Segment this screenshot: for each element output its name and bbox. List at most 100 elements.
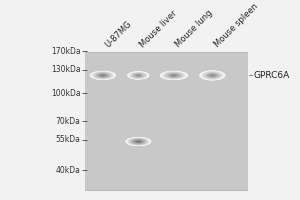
Ellipse shape	[169, 74, 178, 77]
Ellipse shape	[161, 71, 187, 80]
Ellipse shape	[166, 73, 182, 78]
Ellipse shape	[132, 73, 145, 78]
Text: 40kDa: 40kDa	[56, 166, 81, 175]
Ellipse shape	[93, 72, 112, 79]
Text: U-87MG: U-87MG	[103, 19, 133, 49]
Ellipse shape	[202, 71, 223, 80]
Ellipse shape	[128, 138, 148, 145]
Ellipse shape	[131, 73, 146, 78]
Ellipse shape	[134, 140, 143, 143]
Ellipse shape	[202, 72, 222, 79]
Ellipse shape	[200, 71, 224, 80]
Ellipse shape	[168, 73, 180, 77]
Ellipse shape	[128, 72, 149, 79]
Ellipse shape	[136, 141, 140, 142]
Ellipse shape	[206, 73, 219, 78]
Ellipse shape	[206, 73, 219, 78]
Text: GPRC6A: GPRC6A	[254, 71, 290, 80]
Ellipse shape	[162, 71, 186, 79]
Ellipse shape	[170, 74, 178, 77]
Ellipse shape	[132, 139, 145, 144]
Ellipse shape	[134, 140, 143, 143]
Ellipse shape	[163, 72, 185, 79]
Ellipse shape	[99, 74, 106, 77]
Ellipse shape	[126, 137, 151, 146]
Ellipse shape	[130, 138, 147, 145]
Ellipse shape	[96, 73, 110, 78]
Ellipse shape	[166, 73, 182, 78]
Ellipse shape	[131, 139, 146, 144]
Ellipse shape	[160, 71, 188, 80]
Ellipse shape	[94, 73, 111, 78]
Ellipse shape	[211, 75, 214, 76]
Ellipse shape	[203, 72, 222, 79]
Ellipse shape	[130, 72, 147, 79]
Ellipse shape	[201, 71, 224, 80]
Ellipse shape	[160, 71, 188, 80]
Ellipse shape	[95, 73, 110, 78]
Text: Mouse liver: Mouse liver	[138, 9, 179, 49]
Bar	[85, 52, 248, 191]
Ellipse shape	[173, 75, 175, 76]
Ellipse shape	[207, 73, 218, 78]
Ellipse shape	[134, 74, 143, 77]
Ellipse shape	[172, 75, 176, 76]
Ellipse shape	[136, 75, 141, 76]
Ellipse shape	[161, 71, 187, 80]
Ellipse shape	[94, 72, 112, 78]
Ellipse shape	[138, 141, 139, 142]
Ellipse shape	[129, 72, 148, 79]
Ellipse shape	[167, 73, 182, 78]
Ellipse shape	[128, 71, 149, 79]
Text: 100kDa: 100kDa	[51, 89, 81, 98]
Ellipse shape	[131, 73, 146, 78]
Ellipse shape	[164, 72, 184, 79]
Ellipse shape	[200, 70, 225, 80]
Ellipse shape	[92, 72, 114, 79]
Ellipse shape	[201, 71, 224, 80]
Ellipse shape	[128, 138, 149, 145]
Ellipse shape	[164, 72, 183, 78]
Ellipse shape	[94, 72, 112, 79]
Ellipse shape	[90, 71, 116, 80]
Ellipse shape	[101, 75, 105, 76]
Ellipse shape	[133, 73, 143, 77]
Ellipse shape	[133, 140, 144, 143]
Ellipse shape	[91, 71, 115, 80]
Ellipse shape	[98, 74, 108, 77]
Ellipse shape	[170, 74, 178, 77]
Ellipse shape	[173, 75, 174, 76]
Ellipse shape	[130, 139, 147, 144]
Ellipse shape	[207, 73, 218, 77]
Ellipse shape	[98, 74, 107, 77]
Ellipse shape	[165, 73, 183, 78]
Ellipse shape	[130, 72, 146, 78]
Text: 70kDa: 70kDa	[56, 117, 81, 126]
Ellipse shape	[208, 74, 217, 77]
Text: Mouse lung: Mouse lung	[174, 9, 214, 49]
Ellipse shape	[212, 75, 213, 76]
Ellipse shape	[167, 73, 181, 78]
Ellipse shape	[137, 141, 140, 142]
Ellipse shape	[209, 74, 216, 77]
Ellipse shape	[133, 73, 144, 78]
Ellipse shape	[132, 73, 144, 78]
Ellipse shape	[206, 73, 218, 78]
Bar	[85, 52, 248, 53]
Ellipse shape	[169, 74, 179, 77]
Ellipse shape	[132, 139, 144, 144]
Ellipse shape	[212, 75, 213, 76]
Ellipse shape	[129, 138, 148, 145]
Text: Mouse spleen: Mouse spleen	[212, 2, 260, 49]
Ellipse shape	[208, 74, 216, 77]
Ellipse shape	[163, 72, 185, 79]
Ellipse shape	[90, 71, 116, 80]
Ellipse shape	[135, 74, 141, 77]
Ellipse shape	[135, 74, 142, 77]
Ellipse shape	[131, 139, 145, 144]
Ellipse shape	[136, 74, 141, 76]
Ellipse shape	[168, 74, 179, 77]
Ellipse shape	[136, 75, 140, 76]
Ellipse shape	[125, 137, 152, 146]
Ellipse shape	[126, 137, 151, 146]
